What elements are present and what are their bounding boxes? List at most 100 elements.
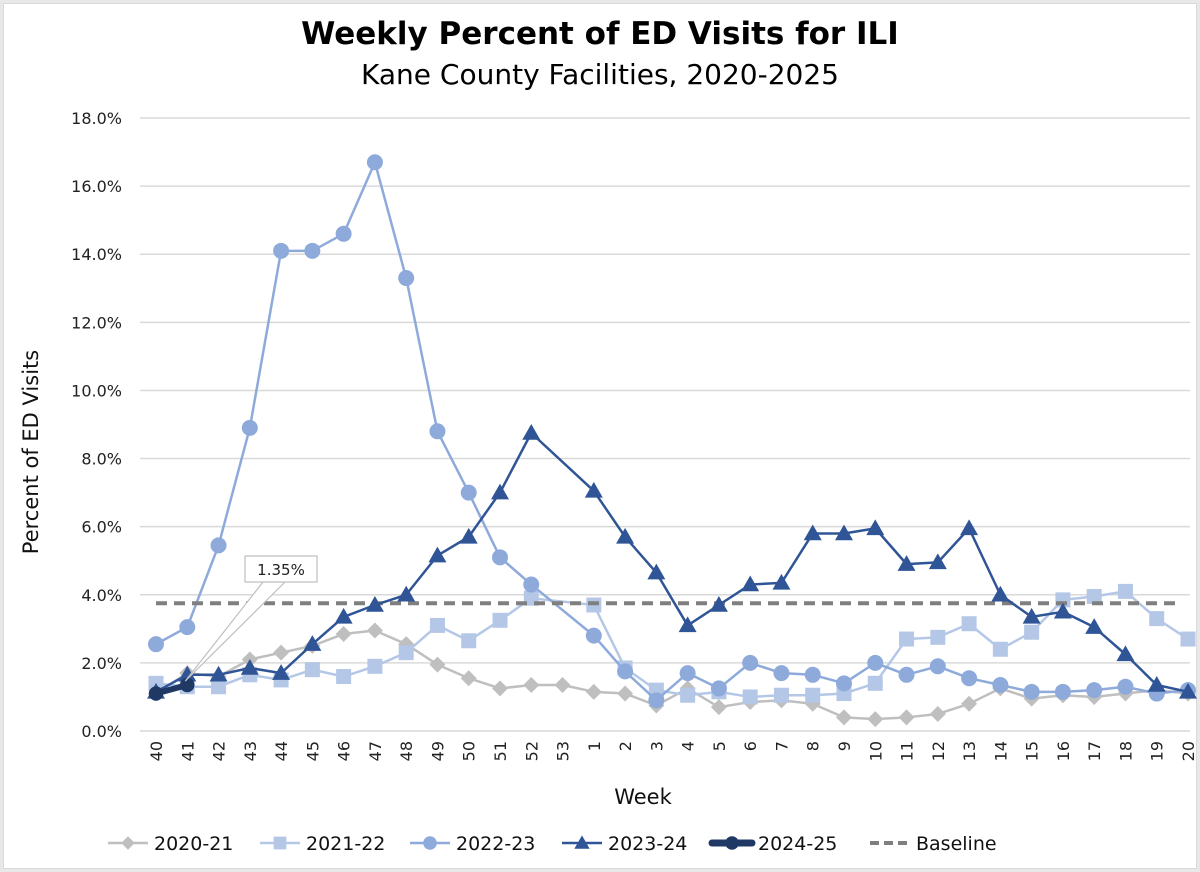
data-point <box>867 711 884 728</box>
data-point <box>804 666 821 683</box>
annotation-layer: 1.35% <box>184 555 318 682</box>
x-tick-label: 51 <box>491 741 510 761</box>
x-tick-label: 41 <box>178 741 197 761</box>
chart-frame <box>3 3 1197 869</box>
x-tick-label: 16 <box>1054 741 1073 761</box>
data-point <box>1086 588 1102 604</box>
data-point <box>1024 624 1040 640</box>
data-point <box>836 709 852 726</box>
x-tick-label: 42 <box>210 741 229 761</box>
data-point <box>1179 682 1197 699</box>
data-point <box>365 595 384 612</box>
data-point <box>398 270 415 287</box>
legend-label: 2022-23 <box>456 833 535 855</box>
legend-marker <box>574 835 590 849</box>
series-line <box>155 629 1189 721</box>
x-tick-label: 13 <box>960 741 979 761</box>
data-point <box>522 424 541 440</box>
data-point <box>1116 645 1135 662</box>
data-point <box>210 537 227 554</box>
data-point <box>211 679 227 695</box>
legend: 2020-21 2021-22 2022-23 2023-24 2024-25 Basel… <box>108 833 997 855</box>
y-tick-label: 10.0% <box>71 381 122 400</box>
x-tick-label: 7 <box>772 741 791 751</box>
data-point <box>992 677 1009 694</box>
x-tick-label: 9 <box>835 741 854 751</box>
data-point <box>398 645 414 661</box>
x-tick-label: 15 <box>1023 741 1042 761</box>
data-point <box>742 654 759 671</box>
data-point <box>460 484 477 501</box>
x-tick-label: 46 <box>335 741 354 761</box>
data-point <box>1053 602 1072 619</box>
data-point <box>867 654 884 671</box>
data-point <box>459 527 478 544</box>
x-tick-label: 2 <box>616 741 635 751</box>
x-tick-label: 52 <box>522 741 541 761</box>
data-point <box>523 576 540 593</box>
data-point <box>304 662 320 678</box>
x-axis-ticks: 40 41 42 43 44 45 46 47 48 49 50 51 52 53 1 2 3 4 5 6 7 8 9 10 1… <box>147 741 1198 761</box>
data-point <box>961 616 977 632</box>
data-point <box>805 687 821 703</box>
data-point <box>709 595 728 612</box>
x-tick-label: 10 <box>866 741 885 761</box>
data-point <box>773 665 790 682</box>
data-point <box>617 663 634 680</box>
series-2024-25 <box>148 677 195 701</box>
data-point <box>429 423 446 440</box>
legend-label: 2020-21 <box>154 833 233 855</box>
legend-item-2020-21: 2020-21 <box>108 833 233 855</box>
x-tick-label: 44 <box>272 741 291 761</box>
data-point <box>148 636 164 653</box>
y-tick-label: 14.0% <box>71 245 122 264</box>
data-point <box>679 665 696 682</box>
callout-box <box>244 555 318 583</box>
legend-label: 2021-22 <box>306 833 385 855</box>
data-point <box>678 616 697 633</box>
x-tick-label: 5 <box>710 741 729 751</box>
data-point <box>428 546 447 563</box>
x-tick-label: 49 <box>428 741 447 761</box>
legend-marker <box>273 836 287 850</box>
x-tick-label: 8 <box>804 741 823 751</box>
data-point <box>617 685 634 702</box>
data-point <box>273 644 290 661</box>
data-point <box>742 689 758 705</box>
data-point <box>710 680 727 697</box>
data-point <box>491 483 509 500</box>
data-point <box>492 680 508 697</box>
data-point <box>523 677 540 694</box>
data-point <box>1086 682 1103 699</box>
data-point <box>960 519 979 536</box>
x-tick-label: 20 <box>1179 741 1198 761</box>
data-point <box>961 670 978 687</box>
y-tick-label: 2.0% <box>81 654 122 673</box>
data-point <box>1180 631 1196 647</box>
x-tick-label: 17 <box>1085 741 1104 761</box>
data-point <box>929 658 946 675</box>
data-point <box>335 625 352 642</box>
data-point <box>680 687 696 703</box>
series-2022-23 <box>148 154 1196 709</box>
x-tick-label: 6 <box>741 741 760 751</box>
x-tick-label: 3 <box>647 741 666 751</box>
series-2021-22 <box>148 583 1196 705</box>
data-point <box>897 555 916 571</box>
data-point <box>803 524 822 541</box>
data-point <box>304 242 321 259</box>
data-point <box>178 665 197 682</box>
chart-title: Weekly Percent of ED Visits for ILI <box>301 16 899 52</box>
callout-label: 1.35% <box>257 561 305 579</box>
data-point <box>585 627 602 644</box>
legend-label: 2024-25 <box>758 833 837 855</box>
data-point <box>835 524 853 541</box>
chart-subtitle: Kane County Facilities, 2020-2025 <box>361 58 839 91</box>
y-tick-label: 0.0% <box>81 722 122 741</box>
data-point <box>179 619 196 636</box>
data-point <box>460 670 477 687</box>
x-tick-label: 53 <box>554 741 573 761</box>
x-tick-label: 47 <box>366 741 385 761</box>
data-point <box>836 675 852 692</box>
data-point <box>272 664 291 680</box>
